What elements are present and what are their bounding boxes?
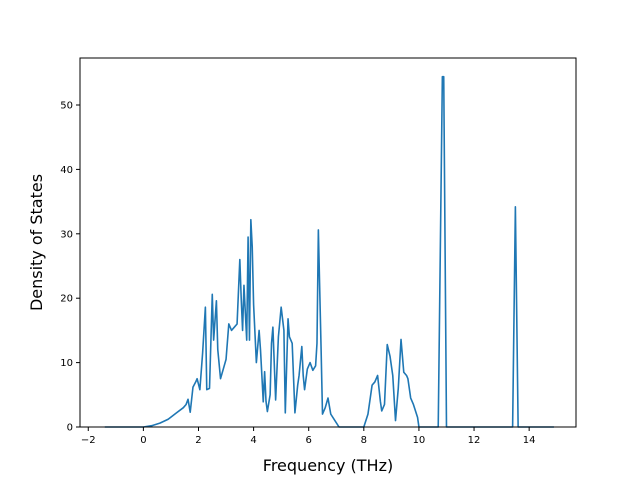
x-tick-label: −2	[81, 435, 96, 446]
data-layer	[104, 75, 554, 428]
x-tick-label: 14	[523, 435, 536, 446]
x-tick-label: 4	[250, 435, 256, 446]
series-line-0	[104, 75, 554, 428]
x-tick-label: 2	[195, 435, 201, 446]
y-tick-label: 10	[60, 358, 73, 369]
y-axis-label: Density of States	[27, 174, 46, 311]
x-tick-label: 12	[468, 435, 481, 446]
x-tick-label: 10	[413, 435, 426, 446]
x-tick-label: 6	[306, 435, 312, 446]
y-tick-label: 50	[60, 101, 73, 112]
y-tick-label: 0	[67, 423, 73, 434]
x-tick-label: 8	[361, 435, 367, 446]
x-axis: −2 0 2 4 6 8 10 12 14	[81, 427, 536, 446]
y-axis: 0 10 20 30 40 50	[60, 101, 80, 434]
y-tick-label: 40	[60, 165, 73, 176]
x-axis-label: Frequency (THz)	[263, 456, 393, 475]
x-tick-label: 0	[140, 435, 146, 446]
y-tick-label: 20	[60, 294, 73, 305]
y-tick-label: 30	[60, 229, 73, 240]
plot-frame	[79, 57, 577, 428]
